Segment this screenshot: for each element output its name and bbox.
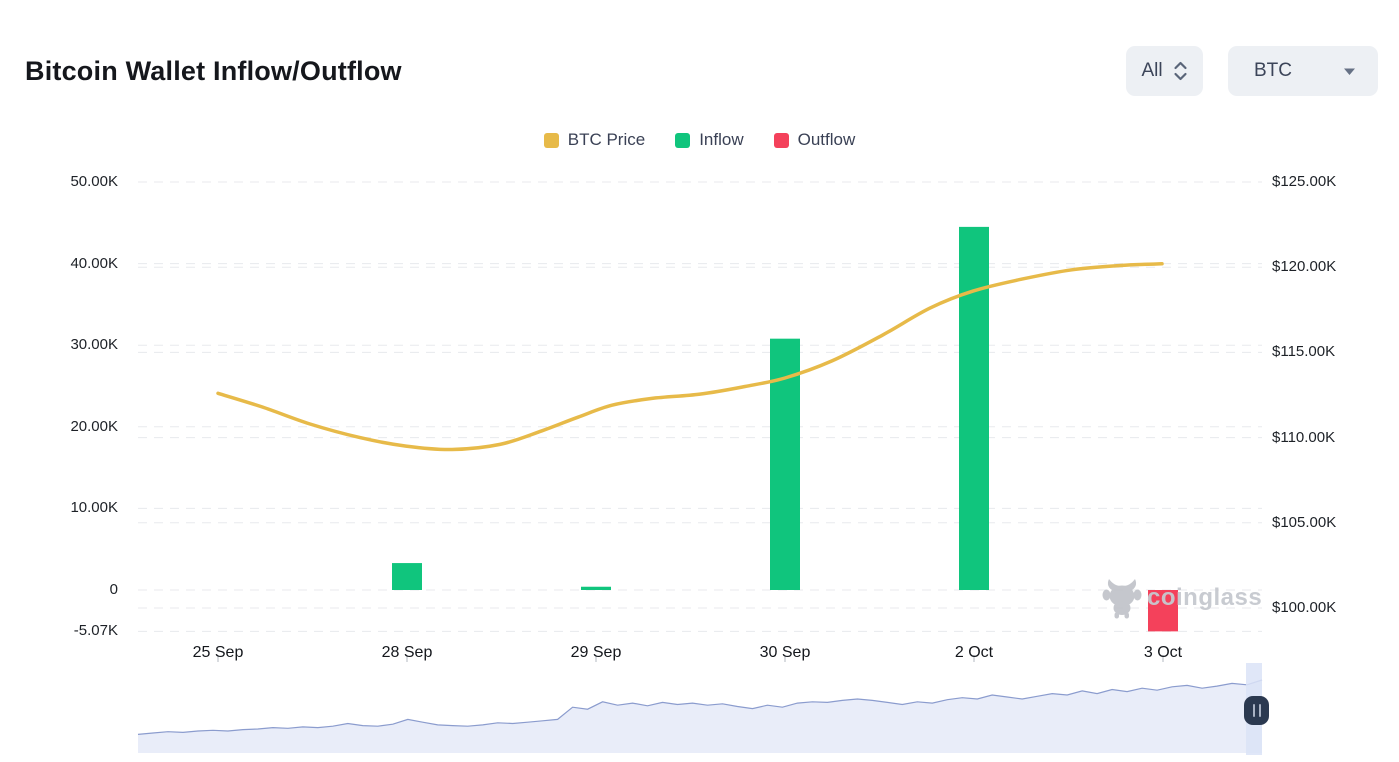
chart-legend: BTC Price Inflow Outflow <box>0 130 1399 150</box>
outflow-swatch <box>773 132 789 148</box>
x-axis-tick: 29 Sep <box>570 644 622 661</box>
inflow-bar <box>770 338 800 590</box>
inflow-bar <box>581 586 611 590</box>
left-axis-tick: 30.00K <box>70 336 118 354</box>
watermark-text: coinglass <box>1147 584 1263 611</box>
x-axis-tick: 3 Oct <box>1143 644 1183 661</box>
sort-arrows-icon <box>1173 61 1188 81</box>
x-axis-tick: 30 Sep <box>759 644 811 661</box>
navigator-line <box>137 679 1263 735</box>
legend-label: Inflow <box>699 130 744 149</box>
range-select-label: All <box>1141 60 1163 81</box>
inflow-bar <box>392 563 422 590</box>
symbol-select-button[interactable]: BTC <box>1228 46 1378 96</box>
legend-item-inflow[interactable]: Inflow <box>675 130 744 150</box>
right-axis-tick: $115.00K <box>1272 343 1336 361</box>
page-title: Bitcoin Wallet Inflow/Outflow <box>25 56 402 86</box>
btc-price-swatch <box>543 132 559 148</box>
left-axis-tick: 50.00K <box>70 173 118 190</box>
navigator-drag-handle[interactable] <box>1244 696 1269 725</box>
left-axis-tick: 40.00K <box>70 254 118 272</box>
coinglass-bull-icon <box>1101 577 1143 619</box>
inflow-swatch <box>675 132 691 148</box>
legend-label: Outflow <box>797 130 856 149</box>
x-axis-tick: 28 Sep <box>381 644 433 661</box>
right-axis-tick: $120.00K <box>1272 258 1337 276</box>
legend-item-outflow[interactable]: Outflow <box>773 130 856 150</box>
inflow-bar <box>959 226 989 590</box>
right-axis-tick: $105.00K <box>1272 513 1337 531</box>
x-axis-tick: 25 Sep <box>192 644 244 661</box>
navigator-area <box>138 680 1262 753</box>
x-axis-tick: 2 Oct <box>954 644 994 661</box>
coinglass-watermark: coinglass <box>1101 577 1262 619</box>
left-axis-tick: 10.00K <box>70 499 118 517</box>
left-axis-tick: -5.07K <box>73 622 118 640</box>
legend-label: BTC Price <box>567 130 646 149</box>
range-select-button[interactable]: All <box>1126 46 1203 96</box>
chevron-down-icon <box>1343 67 1356 76</box>
right-axis-tick: $110.00K <box>1272 428 1336 446</box>
symbol-select-label: BTC <box>1254 60 1292 81</box>
right-axis-tick: $125.00K <box>1272 173 1337 190</box>
left-axis-tick: 20.00K <box>70 417 118 435</box>
btc-price-line <box>216 262 1164 452</box>
legend-item-btc-price[interactable]: BTC Price <box>543 130 646 150</box>
left-axis-tick: 0 <box>109 581 118 598</box>
right-axis-tick: $100.00K <box>1272 599 1337 616</box>
